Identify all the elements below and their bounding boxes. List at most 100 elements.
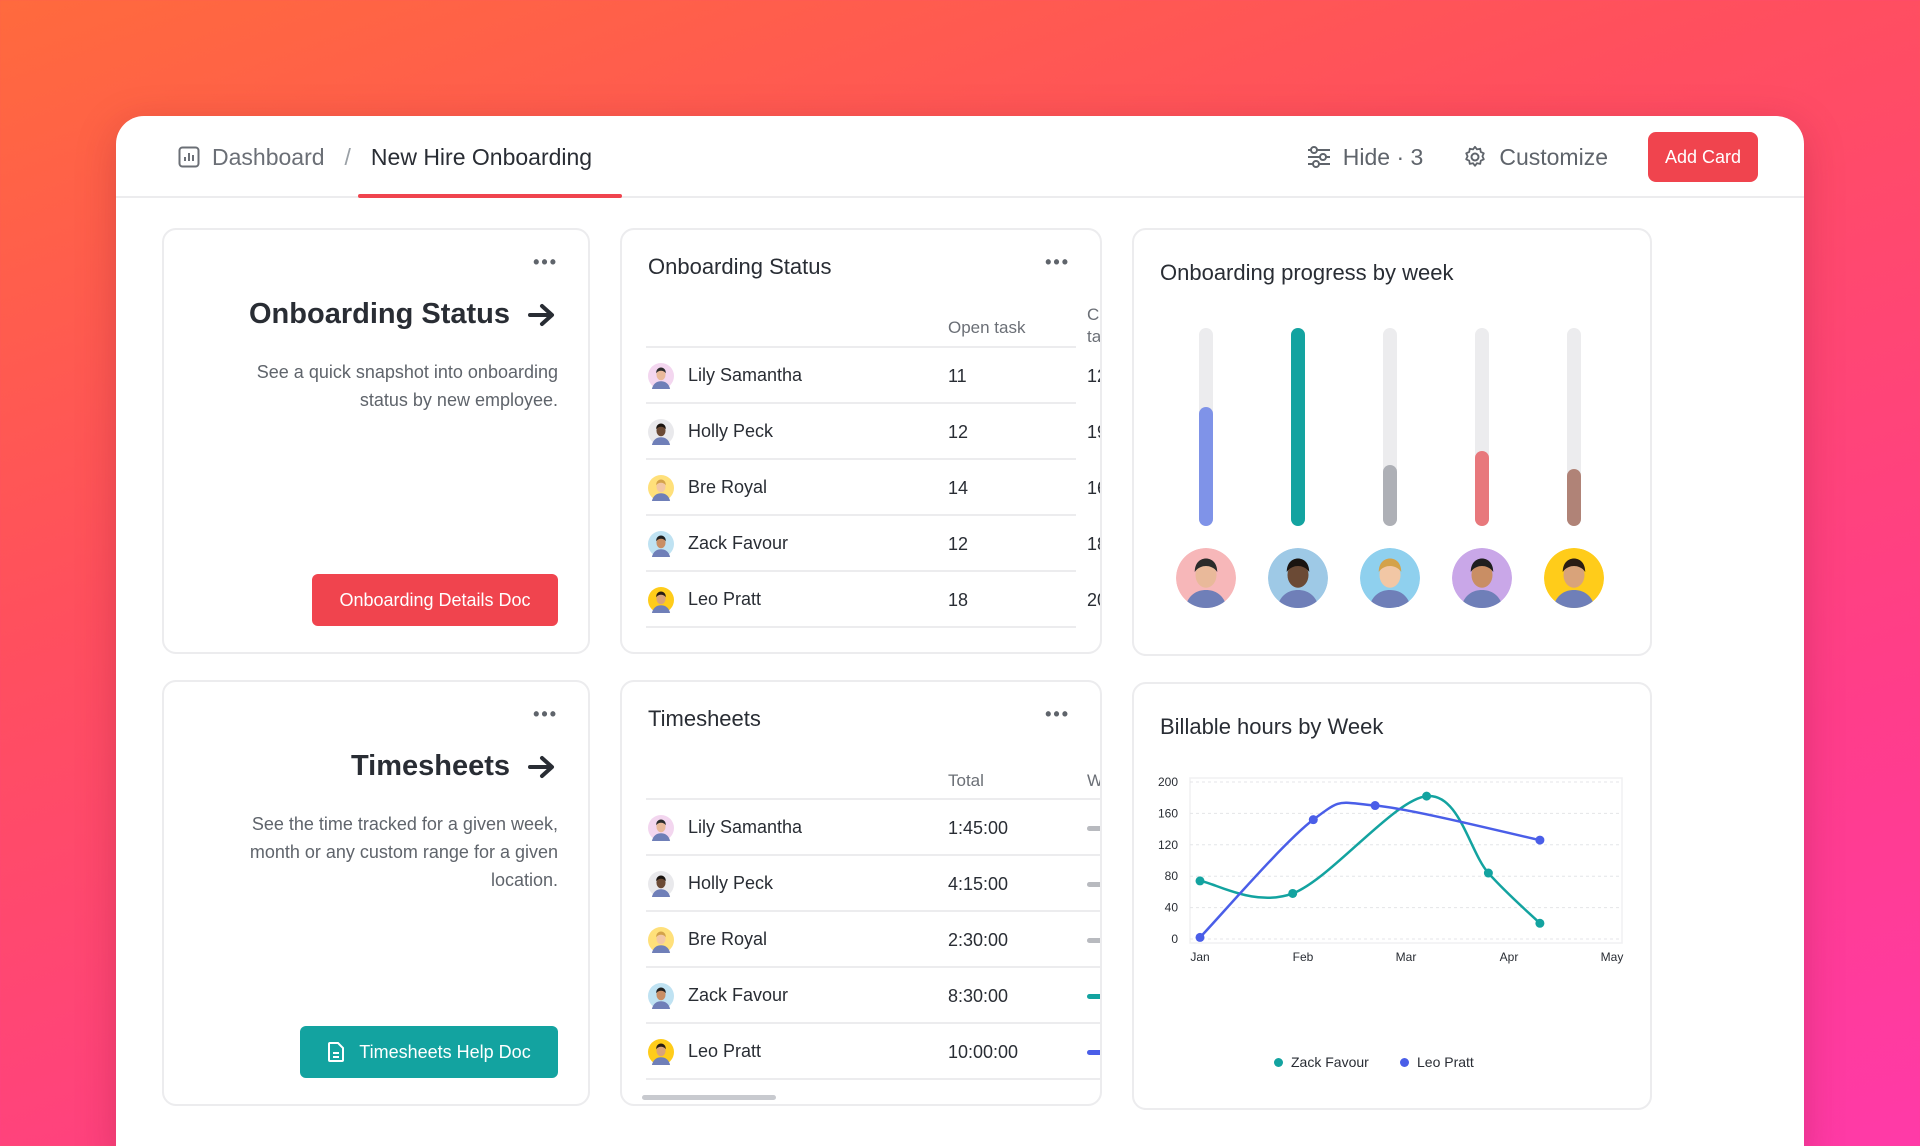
data-point-leo-pratt bbox=[1195, 932, 1205, 942]
onboarding-status-table-card: Onboarding Status ••• Open task Complete… bbox=[620, 228, 1102, 654]
employee-name: Holly Peck bbox=[688, 873, 774, 893]
y-tick-label: 40 bbox=[1165, 901, 1179, 915]
table-row[interactable]: Leo Pratt 10:00:00 bbox=[646, 1022, 1100, 1078]
total-time: 4:15:00 bbox=[948, 874, 1009, 894]
open-task-count: 11 bbox=[948, 366, 967, 386]
timesheets-help-doc-button[interactable]: Timesheets Help Doc bbox=[300, 1026, 558, 1078]
total-time: 1:45:00 bbox=[948, 818, 1009, 838]
avatar[interactable] bbox=[1176, 548, 1236, 608]
avatar bbox=[648, 1039, 674, 1065]
time-progress-bar bbox=[1087, 994, 1100, 999]
avatar[interactable] bbox=[1268, 548, 1328, 608]
y-tick-label: 80 bbox=[1165, 869, 1179, 883]
completed-task-count: 16 bbox=[1087, 478, 1100, 498]
progress-bar bbox=[1199, 328, 1213, 526]
time-progress-fill bbox=[1087, 994, 1100, 999]
intro-description-line: See the time tracked for a given week, bbox=[251, 814, 558, 834]
time-progress-bar bbox=[1087, 1050, 1100, 1055]
avatar bbox=[648, 363, 674, 389]
progress-fill bbox=[1567, 468, 1581, 526]
y-tick-label: 160 bbox=[1158, 806, 1178, 820]
avatar bbox=[648, 983, 674, 1009]
x-tick-label: Mar bbox=[1396, 950, 1417, 964]
avatar bbox=[648, 815, 674, 841]
document-icon bbox=[328, 1042, 345, 1062]
time-progress-fill bbox=[1087, 826, 1100, 831]
arrow-right-icon bbox=[528, 755, 554, 778]
billable-hours-card: Billable hours by Week 200 160 120 80 40 0 Jan… bbox=[1132, 682, 1652, 1110]
time-progress-bar bbox=[1087, 938, 1100, 943]
employee-name: Leo Pratt bbox=[688, 1041, 762, 1061]
employee-name: Bre Royal bbox=[688, 929, 768, 949]
onboarding-status-intro-card: ••• Onboarding Status See a quick snapsh… bbox=[162, 228, 590, 654]
legend-label: Zack Favour bbox=[1291, 1054, 1369, 1070]
y-tick-label: 200 bbox=[1158, 775, 1178, 789]
chart-title: Billable hours by Week bbox=[1160, 714, 1384, 739]
open-task-count: 18 bbox=[948, 590, 969, 610]
column-header-line: Completed bbox=[1087, 305, 1100, 324]
intro-description-line: status by new employee. bbox=[359, 390, 558, 410]
open-task-count: 14 bbox=[948, 478, 969, 498]
legend-label: Leo Pratt bbox=[1417, 1054, 1474, 1070]
legend-item-leo-pratt: Leo Pratt bbox=[1400, 1054, 1474, 1070]
table-row[interactable]: Leo Pratt 18 20 bbox=[646, 570, 1100, 626]
table-row[interactable]: Lily Samantha 11 12 bbox=[646, 346, 1100, 402]
intro-title[interactable]: Timesheets bbox=[351, 750, 558, 783]
table-row[interactable]: Lily Samantha 1:45:00 bbox=[646, 798, 1100, 854]
table-row[interactable]: Bre Royal 14 16 bbox=[646, 458, 1100, 514]
time-progress-bar bbox=[1087, 882, 1100, 887]
series-line-leo-pratt bbox=[1199, 801, 1541, 939]
data-point-leo-pratt bbox=[1370, 801, 1380, 811]
more-options-icon[interactable]: ••• bbox=[1045, 704, 1070, 724]
gear-icon bbox=[1465, 145, 1486, 167]
table-row[interactable]: Holly Peck 12 19 bbox=[646, 402, 1100, 458]
table-row[interactable]: Zack Favour 12 18 bbox=[646, 514, 1100, 570]
avatar bbox=[648, 871, 674, 897]
card-title: Timesheets bbox=[648, 706, 761, 731]
avatar[interactable] bbox=[1544, 548, 1604, 608]
employee-name: Lily Samantha bbox=[688, 817, 803, 837]
more-options-icon[interactable]: ••• bbox=[533, 704, 558, 724]
more-options-icon[interactable]: ••• bbox=[533, 252, 558, 272]
table-row[interactable]: Zack Favour 8:30:00 bbox=[646, 966, 1100, 1022]
avatar bbox=[648, 419, 674, 445]
column-header-total[interactable]: Total bbox=[948, 771, 984, 790]
more-options-icon[interactable]: ••• bbox=[1045, 252, 1070, 272]
intro-title-text: Timesheets bbox=[350, 750, 510, 782]
table-row[interactable]: Bre Royal 2:30:00 bbox=[646, 910, 1100, 966]
intro-title[interactable]: Onboarding Status bbox=[249, 298, 558, 331]
table-row-partial bbox=[646, 1078, 1100, 1104]
intro-title-text: Onboarding Status bbox=[249, 298, 510, 330]
time-progress-bar bbox=[1087, 826, 1100, 831]
avatar[interactable] bbox=[1360, 548, 1420, 608]
x-tick-label: May bbox=[1601, 950, 1624, 964]
column-header-wed[interactable]: WED,1 bbox=[1087, 771, 1102, 790]
column-header-open-task[interactable]: Open task bbox=[948, 318, 1026, 337]
dashboard-window: Dashboard / New Hire Onboarding Hide · 3 bbox=[116, 116, 1804, 1146]
avatar bbox=[648, 587, 674, 613]
column-header-completed-task[interactable]: Completed task bbox=[1087, 304, 1100, 348]
card-title: Onboarding Status bbox=[648, 254, 832, 279]
customize-label: Customize bbox=[1499, 143, 1608, 170]
progress-fill bbox=[1383, 464, 1397, 526]
customize-button[interactable]: Customize bbox=[1463, 144, 1608, 171]
add-card-button[interactable]: Add Card bbox=[1648, 132, 1758, 182]
employee-name: Bre Royal bbox=[688, 477, 768, 497]
timesheets-intro-card: ••• Timesheets See the time tracked for … bbox=[162, 680, 590, 1106]
table-row[interactable]: Holly Peck 4:15:00 bbox=[646, 854, 1100, 910]
x-tick-label: Jan bbox=[1190, 950, 1209, 964]
progress-bar bbox=[1383, 328, 1397, 526]
avatar[interactable] bbox=[1452, 548, 1512, 608]
total-time: 2:30:00 bbox=[948, 930, 1009, 950]
hide-label: Hide · 3 bbox=[1342, 143, 1424, 170]
top-actions: Hide · 3 Customize Add Card bbox=[1307, 132, 1758, 182]
horizontal-scrollbar[interactable] bbox=[642, 1095, 776, 1100]
total-time: 10:00:00 bbox=[948, 1042, 1019, 1062]
breadcrumb: Dashboard / New Hire Onboarding bbox=[178, 116, 592, 198]
data-point-leo-pratt bbox=[1308, 815, 1318, 825]
button-label: Onboarding Details Doc bbox=[339, 589, 531, 610]
onboarding-details-doc-button[interactable]: Onboarding Details Doc bbox=[312, 574, 558, 626]
hide-button[interactable]: Hide · 3 bbox=[1307, 143, 1424, 171]
breadcrumb-dashboard-link[interactable]: Dashboard bbox=[212, 143, 325, 170]
tab-new-hire-onboarding[interactable]: New Hire Onboarding bbox=[370, 143, 593, 170]
